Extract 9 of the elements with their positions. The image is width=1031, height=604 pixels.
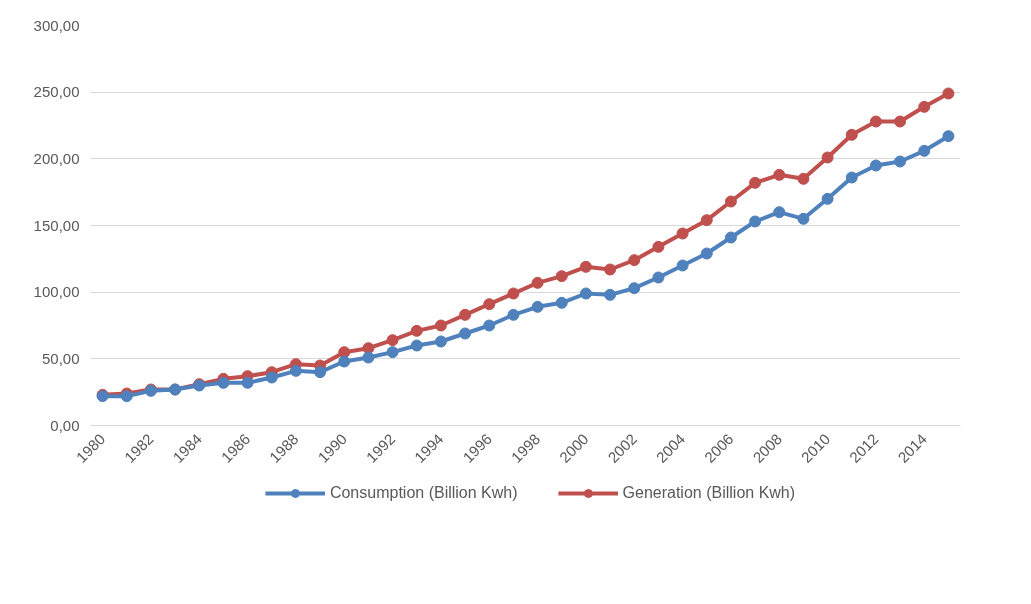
y-tick-label: 200,00: [33, 149, 80, 167]
legend-label: Generation (Billion Kwh): [622, 483, 796, 502]
y-tick-label: 150,00: [33, 216, 80, 234]
y-tick-label: 250,00: [33, 83, 80, 101]
y-tick-label: 50,00: [41, 349, 80, 367]
y-tick-label: 300,00: [33, 16, 80, 34]
y-tick-label: 0,00: [50, 416, 80, 434]
legend-label: Consumption (Billion Kwh): [329, 483, 518, 502]
y-tick-label: 100,00: [33, 283, 80, 301]
